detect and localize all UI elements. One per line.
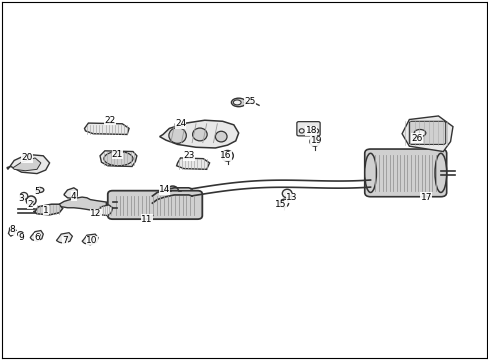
Ellipse shape [168,128,186,143]
Ellipse shape [221,150,233,161]
Polygon shape [64,188,77,198]
Text: 14: 14 [159,185,170,194]
Ellipse shape [166,186,178,197]
Text: 21: 21 [112,150,123,159]
Polygon shape [159,120,238,148]
Text: 12: 12 [90,209,101,218]
Polygon shape [56,233,72,243]
Ellipse shape [434,153,446,193]
Text: 4: 4 [71,192,77,201]
Text: 3: 3 [19,194,24,203]
Text: 6: 6 [34,233,40,242]
Polygon shape [84,123,129,134]
Ellipse shape [192,128,207,141]
Ellipse shape [9,227,14,231]
Text: 24: 24 [175,119,186,128]
Ellipse shape [20,193,28,199]
Ellipse shape [364,153,376,193]
Ellipse shape [313,129,318,133]
Text: 5: 5 [34,187,40,196]
Ellipse shape [18,231,23,237]
Text: 13: 13 [285,193,297,202]
Text: 7: 7 [62,236,68,245]
Text: 26: 26 [410,134,422,143]
Polygon shape [401,116,452,152]
Text: 18: 18 [305,126,317,135]
Ellipse shape [413,130,425,136]
Ellipse shape [299,129,304,133]
FancyBboxPatch shape [296,122,320,136]
FancyBboxPatch shape [107,191,202,219]
Polygon shape [30,230,43,241]
Polygon shape [82,234,98,245]
Text: 23: 23 [183,151,194,160]
Text: 9: 9 [19,233,24,242]
Polygon shape [13,158,41,171]
Ellipse shape [36,188,44,193]
Ellipse shape [26,196,36,205]
Text: 15: 15 [275,201,286,210]
Ellipse shape [231,98,245,107]
Ellipse shape [279,199,288,207]
Ellipse shape [233,100,241,105]
Ellipse shape [282,189,291,198]
Text: 11: 11 [141,215,152,224]
Ellipse shape [103,152,133,166]
Text: 25: 25 [244,97,256,106]
Polygon shape [7,154,49,174]
FancyBboxPatch shape [364,149,446,197]
Ellipse shape [309,137,319,146]
Text: 10: 10 [86,236,97,245]
Polygon shape [100,151,137,166]
Text: 22: 22 [104,116,115,125]
Text: 2: 2 [27,200,33,209]
Polygon shape [8,227,16,236]
Text: 1: 1 [43,206,48,215]
Polygon shape [98,205,112,216]
FancyBboxPatch shape [408,121,445,144]
Text: 20: 20 [21,153,33,162]
Ellipse shape [215,131,226,142]
Polygon shape [34,204,62,215]
Polygon shape [59,197,106,210]
Polygon shape [176,158,209,169]
Text: 16: 16 [220,151,231,160]
Text: 19: 19 [310,136,321,145]
Text: 17: 17 [420,193,431,202]
Text: 8: 8 [10,225,16,234]
